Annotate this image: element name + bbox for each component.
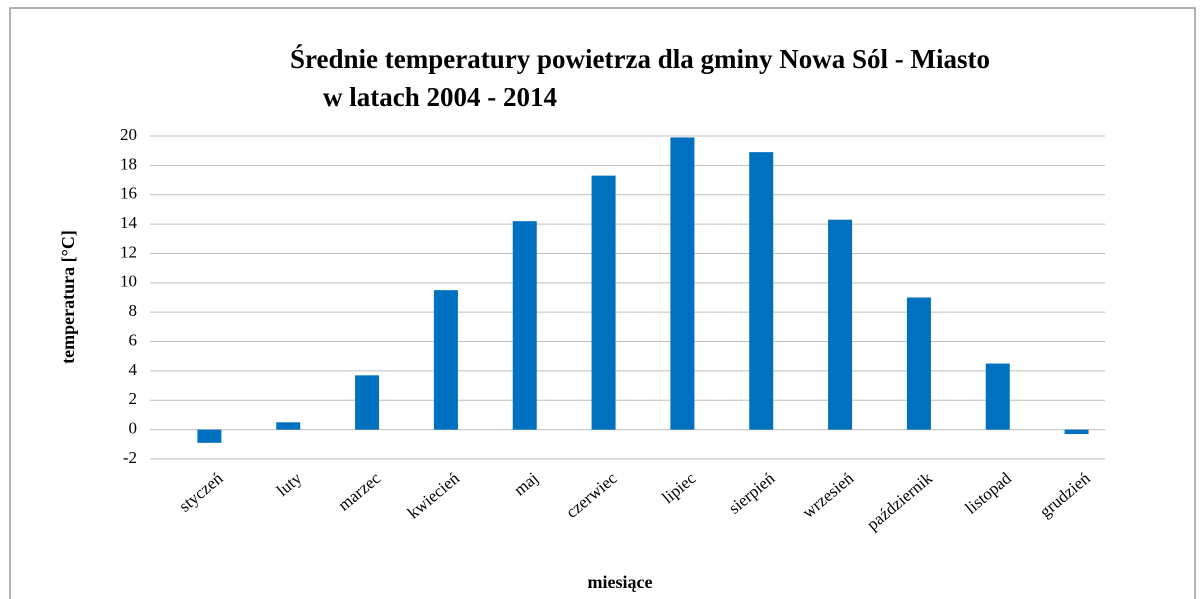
bar xyxy=(433,290,458,430)
bar xyxy=(670,137,695,430)
x-axis-title: miesiące xyxy=(588,572,653,592)
bar xyxy=(512,221,537,430)
y-tick-label: 16 xyxy=(120,184,137,203)
bar xyxy=(276,422,301,430)
y-tick-label: 12 xyxy=(120,242,137,261)
y-tick-label: 4 xyxy=(129,360,138,379)
chart-title: w latach 2004 - 2014 xyxy=(323,82,557,112)
bar xyxy=(985,363,1010,430)
chart-title: Średnie temperatury powietrza dla gminy … xyxy=(290,44,990,74)
y-tick-label: 18 xyxy=(120,154,137,173)
y-tick-label: 8 xyxy=(129,301,138,320)
bar xyxy=(828,219,853,430)
y-axis-title: temperatura [°C] xyxy=(58,230,78,364)
bar xyxy=(355,375,380,430)
y-tick-label: 14 xyxy=(120,213,138,232)
y-tick-label: 0 xyxy=(129,419,138,438)
bar xyxy=(591,175,616,430)
y-tick-label: 6 xyxy=(129,330,138,349)
y-tick-label: 20 xyxy=(120,125,137,144)
y-tick-label: -2 xyxy=(123,448,137,467)
bar xyxy=(1064,429,1089,435)
y-tick-label: 2 xyxy=(129,389,138,408)
bar xyxy=(906,297,931,430)
bar xyxy=(197,429,222,443)
bar xyxy=(749,152,774,430)
y-tick-label: 10 xyxy=(120,272,137,291)
